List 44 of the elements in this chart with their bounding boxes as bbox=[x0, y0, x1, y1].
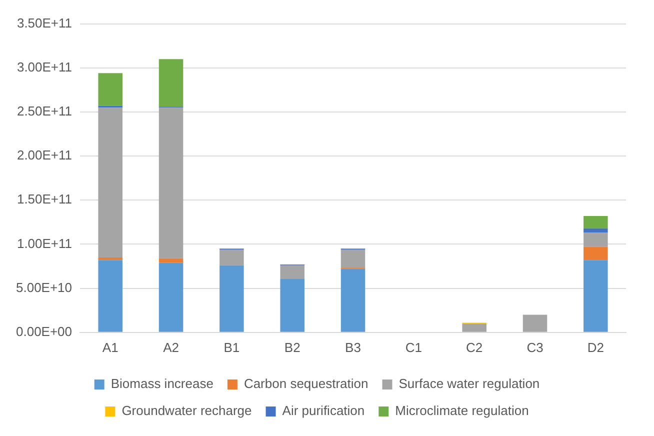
bar bbox=[462, 324, 486, 332]
bar bbox=[584, 232, 608, 247]
legend-label: Air purification bbox=[282, 403, 365, 418]
bar bbox=[98, 257, 122, 260]
x-tick-label: B3 bbox=[345, 340, 361, 355]
x-tick-label: A2 bbox=[163, 340, 179, 355]
legend-label: Carbon sequestration bbox=[244, 376, 368, 392]
y-tick-label: 1.00E+11 bbox=[16, 236, 72, 251]
bar bbox=[584, 228, 608, 233]
y-tick-label: 3.00E+11 bbox=[16, 59, 72, 74]
legend-label: Surface water regulation bbox=[398, 376, 540, 392]
bar bbox=[98, 73, 122, 106]
bar bbox=[98, 260, 122, 332]
bar bbox=[522, 314, 548, 332]
legend-label: Microclimate regulation bbox=[395, 403, 529, 418]
x-tick-label: B1 bbox=[224, 340, 240, 355]
x-tick-label: D2 bbox=[587, 340, 604, 355]
x-tick-label: A1 bbox=[102, 340, 118, 355]
bar bbox=[280, 278, 304, 332]
y-tick-label: 2.50E+11 bbox=[16, 104, 72, 119]
x-tick-label: B2 bbox=[284, 340, 300, 355]
x-tick-label: C3 bbox=[526, 340, 544, 355]
x-tick-label: C2 bbox=[466, 340, 483, 355]
y-tick-label: 0.00E+00 bbox=[16, 324, 72, 339]
legend-label: Groundwater recharge bbox=[122, 403, 252, 418]
legend-label: Biomass increase bbox=[110, 376, 214, 392]
y-tick-label: 1.50E+11 bbox=[16, 192, 72, 207]
bar bbox=[158, 59, 184, 107]
bar bbox=[220, 265, 244, 332]
bar bbox=[158, 258, 184, 263]
bar bbox=[220, 250, 244, 266]
bar bbox=[158, 262, 184, 332]
y-tick-label: 2.00E+11 bbox=[16, 148, 72, 163]
y-tick-label: 3.50E+11 bbox=[16, 15, 72, 30]
bar bbox=[584, 216, 608, 228]
bar bbox=[584, 246, 608, 260]
x-tick-label: C1 bbox=[405, 340, 422, 355]
y-tick-label: 5.00E+10 bbox=[16, 280, 72, 295]
bar bbox=[158, 108, 184, 258]
bar bbox=[340, 268, 366, 332]
bar bbox=[280, 265, 304, 279]
bar bbox=[98, 108, 122, 258]
bar bbox=[340, 250, 366, 268]
bar bbox=[584, 260, 608, 332]
